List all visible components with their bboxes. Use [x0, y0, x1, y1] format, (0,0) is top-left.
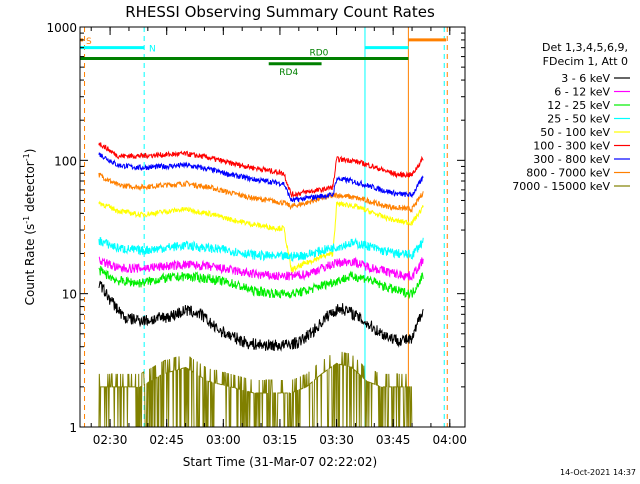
legend: Det 1,3,4,5,6,9, FDecim 1, Att 0 3 - 6 k…	[512, 41, 630, 193]
legend-label-4: 50 - 100 keV	[540, 126, 610, 139]
series-line-0	[98, 280, 424, 352]
series-line-1	[98, 256, 424, 281]
legend-label-3: 25 - 50 keV	[547, 113, 610, 126]
legend-header-1: Det 1,3,4,5,6,9,	[542, 41, 628, 54]
axes: 02:30 02:45 03:00 03:15 03:30 03:45 04:00 1 10 10…	[46, 21, 467, 447]
y-label-sup-1: -1	[22, 153, 31, 161]
series-layer	[98, 142, 424, 427]
legend-label-8: 7000 - 15000 keV	[512, 180, 610, 193]
x-tick-label-0: 02:30	[93, 433, 128, 447]
legend-label-6: 300 - 800 keV	[533, 153, 610, 166]
chart-title: RHESSI Observing Summary Count Rates	[125, 3, 435, 21]
x-tick-label-4: 03:30	[319, 433, 354, 447]
x-tick-label-5: 03:45	[376, 433, 411, 447]
legend-label-1: 6 - 12 keV	[554, 86, 610, 99]
y-label-part-2: detector	[23, 161, 37, 216]
legend-label-0: 3 - 6 keV	[561, 72, 610, 85]
series-line-4	[98, 200, 424, 274]
legend-header-2: FDecim 1, Att 0	[543, 55, 628, 68]
vertical-markers	[79, 27, 448, 427]
state-bar-label-2: RD4	[279, 68, 298, 78]
series-line-6	[98, 152, 424, 204]
x-axis-label: Start Time (31-Mar-07 02:22:02)	[183, 455, 377, 469]
state-bar-label-3: S	[86, 37, 92, 47]
series-line-8	[98, 351, 413, 427]
y-label-part-4: )	[23, 149, 37, 154]
x-tick-label-6: 04:00	[432, 433, 467, 447]
series-line-7	[98, 172, 424, 213]
state-bars: N RD0 RD4 S	[80, 37, 447, 78]
x-tick-label-2: 03:00	[206, 433, 241, 447]
y-label-part-0: Count Rate (s	[23, 224, 37, 306]
state-bar-label-0: N	[149, 45, 156, 55]
y-tick-label-2: 100	[54, 154, 77, 168]
y-tick-label-1: 10	[62, 288, 77, 302]
y-label-sup-0: -1	[22, 216, 31, 224]
y-axis-label: Count Rate (s-1 detector-1)	[22, 149, 37, 306]
y-tick-label-3: 1000	[46, 21, 77, 35]
plot-frame	[79, 26, 466, 428]
x-tick-label-1: 02:45	[149, 433, 184, 447]
state-bar-label-1: RD0	[309, 49, 328, 59]
series-line-3	[98, 237, 424, 263]
legend-label-7: 800 - 7000 keV	[526, 167, 610, 180]
x-tick-label-3: 03:15	[263, 433, 298, 447]
legend-label-2: 12 - 25 keV	[547, 99, 610, 112]
footer-timestamp: 14-Oct-2021 14:37	[560, 468, 636, 477]
y-tick-label-0: 1	[69, 421, 77, 435]
series-line-2	[98, 265, 424, 300]
legend-label-5: 100 - 300 keV	[533, 140, 610, 153]
series-line-5	[98, 142, 424, 198]
